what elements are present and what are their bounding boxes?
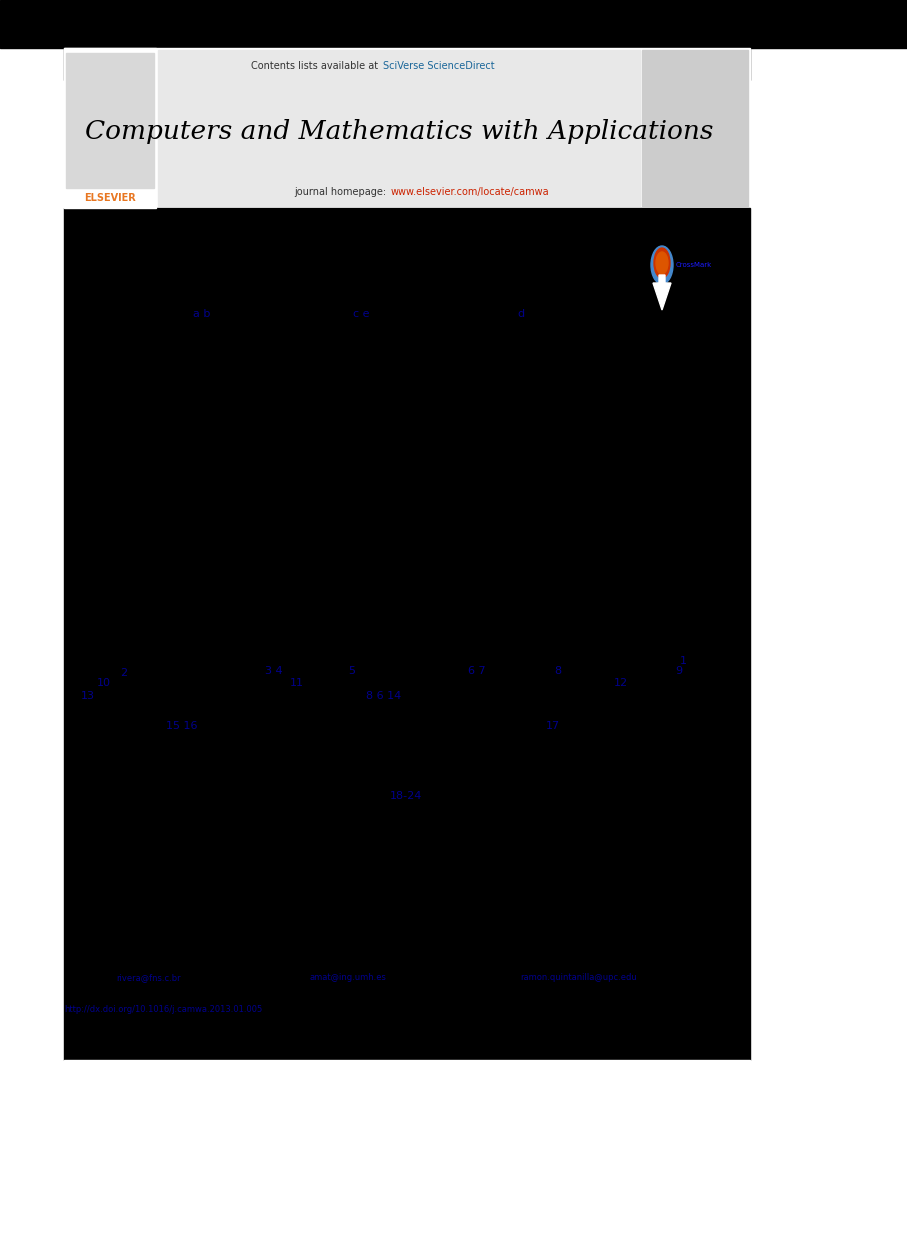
Text: d: d: [517, 310, 524, 319]
Text: 9: 9: [675, 666, 682, 676]
Text: a b: a b: [193, 310, 210, 319]
Text: 5: 5: [348, 666, 355, 676]
Text: 18-24: 18-24: [390, 791, 423, 801]
Text: ELSEVIER: ELSEVIER: [84, 193, 136, 203]
Text: 11: 11: [290, 678, 304, 688]
Bar: [64, 48, 156, 208]
FancyArrow shape: [653, 275, 671, 310]
Bar: [64, 48, 750, 208]
Bar: [66, 53, 154, 188]
Text: 8: 8: [554, 666, 561, 676]
Ellipse shape: [654, 248, 670, 279]
Bar: [64, 208, 750, 1060]
Text: journal homepage:: journal homepage:: [294, 187, 389, 197]
Text: rivera@fns.c.br: rivera@fns.c.br: [116, 973, 180, 983]
Text: 12: 12: [614, 678, 629, 688]
Bar: [158, 50, 640, 206]
Text: 10: 10: [97, 678, 111, 688]
Text: amat@ing.umh.es: amat@ing.umh.es: [310, 973, 387, 983]
Text: c e: c e: [353, 310, 369, 319]
Text: CrossMark: CrossMark: [676, 262, 712, 267]
Text: SciVerse ScienceDirect: SciVerse ScienceDirect: [383, 61, 494, 71]
Text: 15 16: 15 16: [166, 721, 198, 730]
Text: www.elsevier.com/locate/camwa: www.elsevier.com/locate/camwa: [391, 187, 550, 197]
Text: 2: 2: [120, 669, 127, 678]
Text: Computers and Mathematics with Applications: Computers and Mathematics with Applicati…: [85, 119, 713, 144]
Text: Contents lists available at: Contents lists available at: [250, 61, 381, 71]
Ellipse shape: [651, 246, 673, 284]
Bar: [642, 50, 748, 206]
Bar: [0, 0, 907, 48]
Ellipse shape: [656, 253, 668, 274]
Text: 6 7: 6 7: [468, 666, 485, 676]
Text: 1: 1: [680, 656, 687, 666]
Text: ramon.quintanilla@upc.edu: ramon.quintanilla@upc.edu: [520, 973, 637, 983]
Text: 8 6 14: 8 6 14: [366, 691, 401, 701]
Bar: [64, 48, 750, 80]
Text: 13: 13: [81, 691, 95, 701]
Text: 17: 17: [546, 721, 561, 730]
Bar: [64, 1060, 750, 1238]
Text: http://dx.doi.org/10.1016/j.camwa.2013.01.005: http://dx.doi.org/10.1016/j.camwa.2013.0…: [64, 1005, 262, 1014]
Text: Computers and Mathematics with Applications 65 (2013) 43-55: Computers and Mathematics with Applicati…: [263, 59, 551, 68]
Text: 3 4: 3 4: [265, 666, 283, 676]
